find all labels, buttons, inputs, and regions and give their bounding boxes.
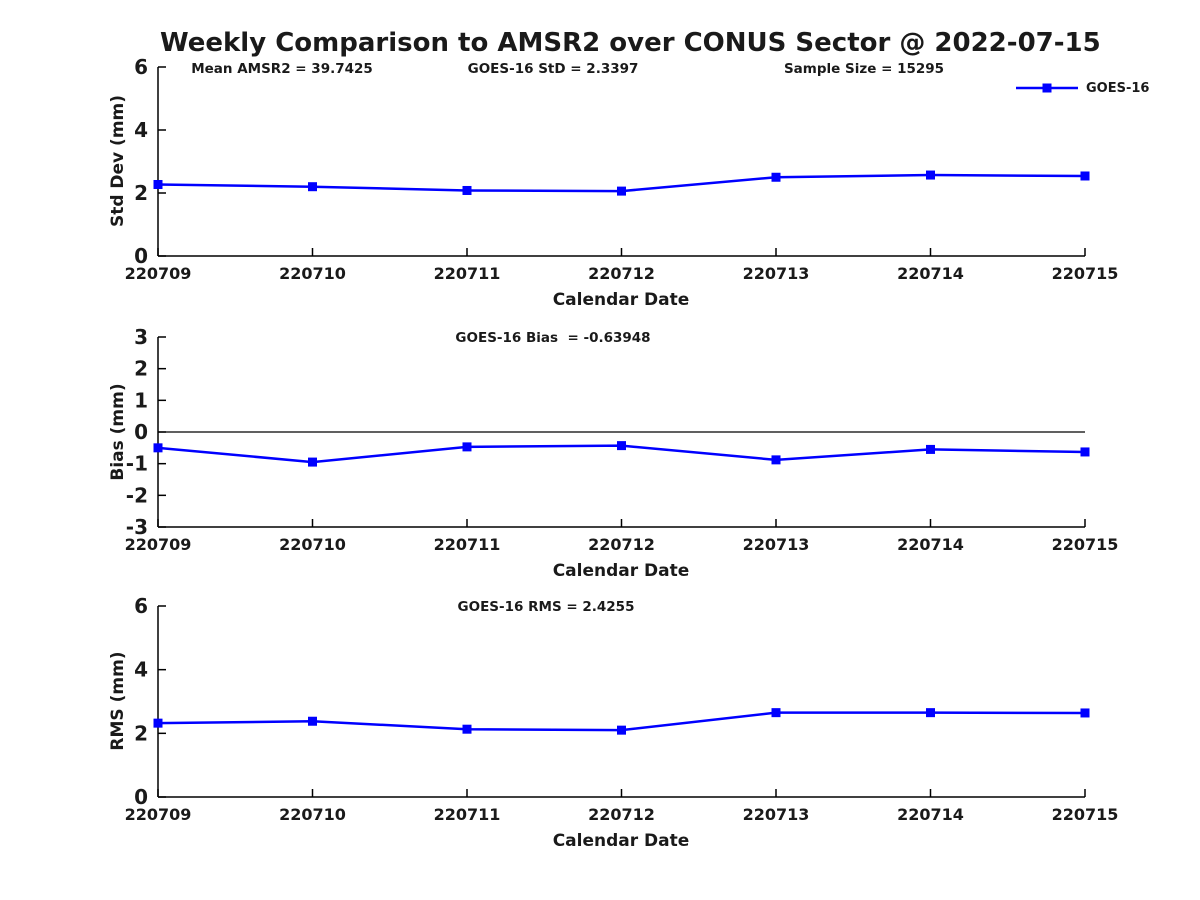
y-tick-label: 0 — [134, 785, 148, 809]
data-point-marker — [771, 172, 781, 182]
x-tick-label: 220712 — [588, 535, 655, 554]
data-point-marker — [462, 724, 472, 734]
y-axis-label-bias: Bias (mm) — [108, 383, 128, 481]
x-tick-label: 220711 — [434, 805, 501, 824]
x-axis-label-3: Calendar Date — [552, 831, 690, 851]
data-point-marker — [617, 725, 626, 735]
y-tick-label: 1 — [134, 388, 148, 412]
x-tick-label: 220710 — [279, 535, 346, 554]
y-tick-label: -1 — [126, 452, 148, 476]
x-tick-label: 220714 — [897, 535, 964, 554]
data-point-marker — [153, 718, 163, 728]
data-point-marker — [308, 457, 317, 467]
annotation-goes16-rms: GOES-16 RMS = 2.4255 — [457, 599, 635, 615]
y-tick-label: 0 — [134, 244, 148, 268]
x-tick-label: 220715 — [1052, 264, 1119, 283]
data-point-marker — [153, 443, 163, 453]
x-tick-label: 220715 — [1052, 535, 1119, 554]
x-tick-label: 220714 — [897, 264, 964, 283]
data-point-marker — [1080, 708, 1090, 718]
y-tick-label: 2 — [134, 721, 148, 745]
y-axis-label-stddev: Std Dev (mm) — [108, 94, 128, 228]
x-tick-label: 220714 — [897, 805, 964, 824]
x-tick-label: 220709 — [125, 264, 192, 283]
data-point-marker — [462, 442, 472, 452]
annotation-goes16-std: GOES-16 StD = 2.3397 — [467, 61, 639, 77]
data-point-marker — [462, 185, 472, 195]
x-tick-label: 220712 — [588, 805, 655, 824]
data-point-marker — [308, 716, 317, 726]
legend-label: GOES-16 — [1086, 81, 1150, 96]
figure-title: Weekly Comparison to AMSR2 over CONUS Se… — [160, 28, 1101, 58]
data-point-marker — [308, 182, 317, 192]
y-tick-label: 2 — [134, 357, 148, 381]
y-tick-label: 4 — [134, 118, 148, 142]
annotation-sample-size: Sample Size = 15295 — [783, 61, 945, 77]
x-tick-label: 220711 — [434, 264, 501, 283]
x-tick-label: 220710 — [279, 264, 346, 283]
y-tick-label: 4 — [134, 658, 148, 682]
x-tick-label: 220713 — [743, 264, 810, 283]
legend-marker — [1042, 83, 1052, 93]
x-tick-label: 220715 — [1052, 805, 1119, 824]
data-point-marker — [617, 186, 626, 196]
x-tick-label: 220709 — [125, 805, 192, 824]
data-point-marker — [1080, 171, 1090, 181]
x-tick-label: 220712 — [588, 264, 655, 283]
y-tick-label: -2 — [126, 483, 148, 507]
y-tick-label: 0 — [134, 420, 148, 444]
annotation-goes16-bias: GOES-16 Bias = -0.63948 — [455, 330, 651, 346]
y-tick-label: 3 — [134, 325, 148, 349]
data-point-marker — [153, 179, 163, 189]
data-point-marker — [1080, 447, 1090, 457]
data-point-marker — [926, 170, 935, 180]
data-point-marker — [617, 441, 626, 451]
x-axis-label-2: Calendar Date — [552, 561, 690, 581]
data-point-marker — [771, 455, 781, 465]
x-tick-label: 220713 — [743, 805, 810, 824]
y-tick-label: 2 — [134, 181, 148, 205]
x-tick-label: 220711 — [434, 535, 501, 554]
y-tick-label: -3 — [126, 515, 148, 539]
x-tick-label: 220709 — [125, 535, 192, 554]
x-tick-label: 220710 — [279, 805, 346, 824]
data-point-marker — [926, 444, 935, 454]
data-point-marker — [771, 708, 781, 718]
data-point-marker — [926, 708, 935, 718]
x-axis-label-1: Calendar Date — [552, 290, 690, 310]
y-axis-label-rms: RMS (mm) — [108, 651, 128, 751]
y-tick-label: 6 — [134, 55, 148, 79]
x-tick-label: 220713 — [743, 535, 810, 554]
y-tick-label: 6 — [134, 594, 148, 618]
annotation-mean-amsr2: Mean AMSR2 = 39.7425 — [191, 61, 373, 77]
